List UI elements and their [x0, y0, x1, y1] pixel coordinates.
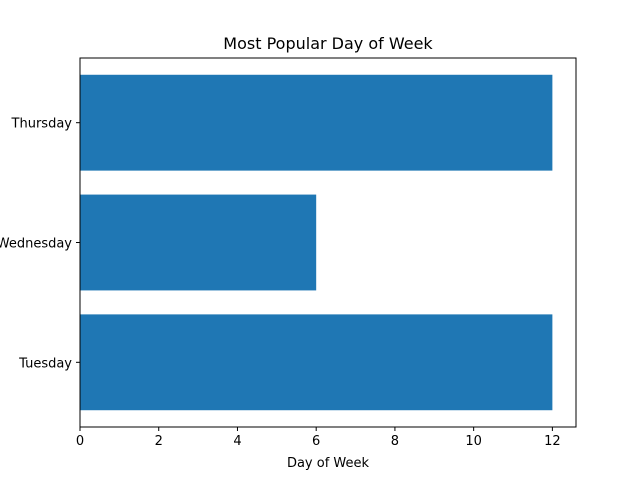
plot-area: Tuesday Wednesday Thursday 0 2 4 6 8 10 12	[0, 57, 577, 449]
chart-title: Most Popular Day of Week	[223, 34, 433, 53]
x-tick-label-4: 4	[233, 434, 241, 449]
x-tick-label-10: 10	[465, 434, 482, 449]
y-tick-label-tuesday: Tuesday	[18, 356, 72, 371]
x-tick-label-8: 8	[391, 434, 399, 449]
y-tick-label-wednesday: Wednesday	[0, 237, 72, 252]
x-axis-label: Day of Week	[287, 456, 370, 471]
y-tick-label-thursday: Thursday	[11, 117, 73, 132]
x-tick-label-6: 6	[312, 434, 320, 449]
x-tick-label-12: 12	[544, 434, 561, 449]
x-tick-label-0: 0	[76, 434, 84, 449]
bar-tuesday	[80, 314, 553, 411]
x-tick-label-2: 2	[155, 434, 163, 449]
plot-frame	[79, 57, 577, 428]
bar-wednesday	[80, 194, 317, 291]
bar-thursday	[80, 74, 553, 171]
